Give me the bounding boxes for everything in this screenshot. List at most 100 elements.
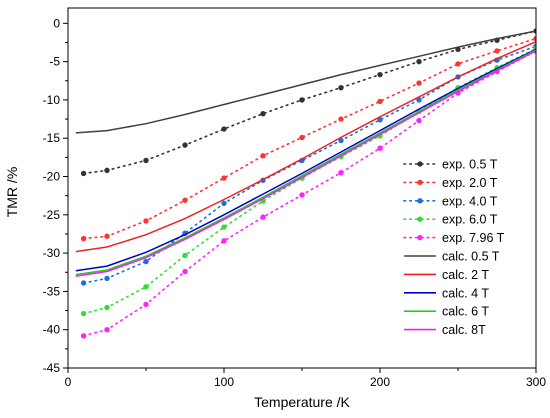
- data-point-exp-2-0-t: [182, 197, 188, 203]
- data-point-exp-7-96-t: [416, 117, 422, 124]
- series-line-exp-2-0-t: [82, 37, 536, 240]
- data-point-exp-4-0-t: [221, 200, 227, 207]
- data-point-exp-2-0-t: [260, 153, 266, 159]
- series-line-calc-2-t: [75, 41, 536, 253]
- y-tick-label: -5: [49, 55, 60, 69]
- legend-label: exp. 4.0 T: [442, 194, 498, 208]
- legend-item-calc-2-t: calc. 2 T: [404, 268, 489, 282]
- legend-item-exp-0-5-t: exp. 0.5 T: [403, 158, 498, 172]
- legend-label: exp. 0.5 T: [442, 158, 498, 172]
- data-point-exp-2-0-t: [143, 218, 149, 224]
- data-point-exp-6-0-t: [221, 224, 227, 230]
- data-point-exp-0-5-t: [338, 84, 344, 91]
- data-point-exp-2-0-t: [299, 134, 305, 141]
- legend-item-exp-4-0-t: exp. 4.0 T: [403, 194, 498, 208]
- x-tick-label: 200: [370, 375, 390, 389]
- axis-ticks: 0 100 200 300 0 -5 -10 -15 -20 -25 -30 -35 -40 -45: [43, 16, 547, 389]
- legend-label: calc. 0.5 T: [442, 250, 500, 264]
- x-tick-label: 300: [526, 375, 546, 389]
- series-calc-4-t: [75, 48, 536, 272]
- data-point-exp-4-0-t: [80, 280, 87, 286]
- series-line-calc-0-5-t: [75, 30, 536, 134]
- data-point-exp-7-96-t: [338, 169, 344, 176]
- legend-swatch-marker: [417, 198, 423, 204]
- data-point-exp-7-96-t: [143, 301, 149, 308]
- y-tick-label: -25: [43, 208, 61, 222]
- y-axis-title: TMR /%: [4, 167, 20, 218]
- series-line-calc-4-t: [75, 48, 536, 272]
- data-point-exp-2-0-t: [533, 35, 536, 42]
- legend-swatch-marker: [417, 179, 423, 186]
- legend-item-exp-2-0-t: exp. 2.0 T: [403, 176, 498, 190]
- legend-item-exp-6-0-t: exp. 6.0 T: [403, 213, 498, 227]
- data-point-exp-4-0-t: [338, 137, 344, 144]
- plot-area: [75, 28, 536, 339]
- legend: exp. 0.5 T exp. 2.0 T exp. 4.0 T exp. 6.0 T…: [403, 158, 505, 337]
- y-tick-label: -30: [43, 246, 61, 260]
- data-point-exp-2-0-t: [377, 98, 383, 105]
- y-tick-label: -35: [43, 284, 61, 298]
- data-point-exp-6-0-t: [80, 310, 87, 317]
- data-point-exp-0-5-t: [299, 97, 305, 103]
- data-point-exp-2-0-t: [455, 61, 461, 67]
- x-tick-label: 0: [65, 375, 72, 389]
- y-tick-label: -10: [43, 93, 61, 107]
- series-calc-2-t: [75, 41, 536, 253]
- series-line-exp-0-5-t: [82, 30, 536, 175]
- legend-item-calc-6-t: calc. 6 T: [404, 305, 489, 319]
- data-point-exp-4-0-t: [377, 117, 383, 123]
- data-point-exp-2-0-t: [494, 48, 500, 54]
- data-point-exp-6-0-t: [104, 304, 110, 311]
- series-exp-7-96-t: [80, 48, 536, 339]
- data-point-exp-7-96-t: [299, 192, 305, 198]
- x-axis-title: Temperature /K: [254, 394, 350, 410]
- legend-label: calc. 4 T: [442, 286, 489, 300]
- data-point-exp-0-5-t: [182, 142, 188, 148]
- data-point-exp-2-0-t: [416, 80, 422, 86]
- y-tick-label: -45: [43, 361, 61, 375]
- data-point-exp-7-96-t: [104, 327, 110, 333]
- series-line-calc-6-t: [75, 49, 536, 276]
- y-tick-label: -40: [43, 323, 61, 337]
- legend-label: calc. 6 T: [442, 305, 489, 319]
- data-point-exp-7-96-t: [260, 214, 266, 220]
- legend-label: calc. 8T: [442, 323, 486, 337]
- legend-label: calc. 2 T: [442, 268, 489, 282]
- data-point-exp-7-96-t: [182, 268, 188, 275]
- series-calc-0-5-t: [75, 30, 536, 134]
- data-point-exp-0-5-t: [80, 170, 87, 177]
- data-point-exp-0-5-t: [377, 71, 383, 78]
- y-tick-label: -20: [43, 170, 61, 184]
- data-point-exp-0-5-t: [221, 126, 227, 132]
- legend-swatch-marker: [417, 216, 423, 222]
- data-point-exp-0-5-t: [104, 167, 110, 174]
- legend-swatch-marker: [417, 161, 423, 167]
- legend-item-calc-4-t: calc. 4 T: [404, 286, 489, 300]
- data-point-exp-2-0-t: [338, 116, 344, 122]
- data-point-exp-6-0-t: [182, 252, 188, 259]
- data-point-exp-4-0-t: [143, 258, 149, 265]
- data-point-exp-0-5-t: [260, 111, 266, 117]
- data-point-exp-0-5-t: [143, 157, 149, 164]
- legend-item-calc-0-5-t: calc. 0.5 T: [404, 250, 500, 264]
- data-point-exp-2-0-t: [221, 175, 227, 181]
- data-point-exp-4-0-t: [104, 275, 110, 282]
- series-calc-6-t: [75, 49, 536, 276]
- y-tick-label: 0: [53, 16, 60, 30]
- data-point-exp-7-96-t: [80, 333, 87, 339]
- series-exp-0-5-t: [80, 28, 536, 177]
- data-point-exp-0-5-t: [416, 58, 422, 65]
- data-point-exp-7-96-t: [221, 238, 227, 244]
- data-point-exp-4-0-t: [416, 97, 422, 103]
- data-point-exp-2-0-t: [104, 233, 110, 239]
- legend-item-calc-8t: calc. 8T: [404, 323, 486, 337]
- series-line-calc-8t: [75, 50, 536, 277]
- data-point-exp-6-0-t: [143, 284, 149, 290]
- legend-swatch-marker: [417, 234, 423, 241]
- data-point-exp-2-0-t: [80, 235, 87, 242]
- legend-label: exp. 7.96 T: [442, 231, 505, 245]
- legend-label: exp. 2.0 T: [442, 176, 498, 190]
- series-exp-2-0-t: [80, 35, 536, 242]
